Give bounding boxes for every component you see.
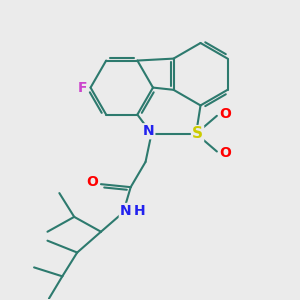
Text: O: O xyxy=(219,107,231,121)
Text: S: S xyxy=(192,126,203,141)
Text: N: N xyxy=(143,124,154,138)
Text: O: O xyxy=(219,146,231,160)
Text: N: N xyxy=(120,204,131,218)
Text: F: F xyxy=(77,81,87,94)
Text: O: O xyxy=(87,175,99,189)
Text: H: H xyxy=(134,204,146,218)
